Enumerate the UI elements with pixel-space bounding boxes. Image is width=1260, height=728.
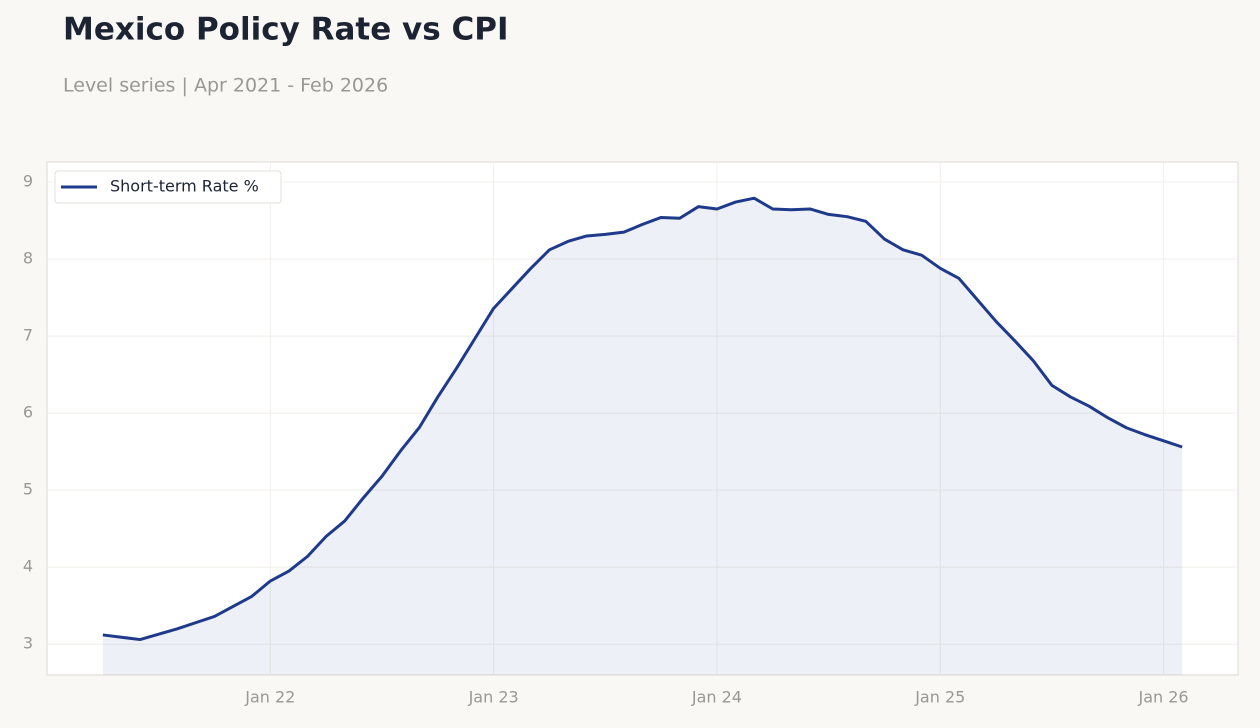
y-tick-label: 5 bbox=[23, 480, 33, 499]
legend-label: Short-term Rate % bbox=[110, 177, 259, 196]
y-tick-label: 9 bbox=[23, 172, 33, 191]
legend: Short-term Rate % bbox=[54, 170, 282, 204]
y-tick-label: 6 bbox=[23, 403, 33, 422]
chart-title: Mexico Policy Rate vs CPI bbox=[63, 12, 509, 48]
y-tick-label: 8 bbox=[23, 249, 33, 268]
x-tick-label: Jan 24 bbox=[691, 688, 742, 707]
legend-box bbox=[54, 170, 282, 204]
plot-area bbox=[46, 161, 1239, 676]
line bbox=[102, 196, 1183, 642]
chart-subtitle: Level series | Apr 2021 - Feb 2026 bbox=[63, 75, 388, 97]
x-tick-label: Jan 25 bbox=[914, 688, 965, 707]
y-tick-label: 3 bbox=[23, 634, 33, 653]
x-tick-label: Jan 26 bbox=[1138, 688, 1189, 707]
x-tick-label: Jan 22 bbox=[244, 688, 295, 707]
y-tick-label: 4 bbox=[23, 557, 33, 576]
y-tick-label: 7 bbox=[23, 326, 33, 345]
area-fill bbox=[102, 198, 1183, 675]
x-tick-label: Jan 23 bbox=[468, 688, 519, 707]
